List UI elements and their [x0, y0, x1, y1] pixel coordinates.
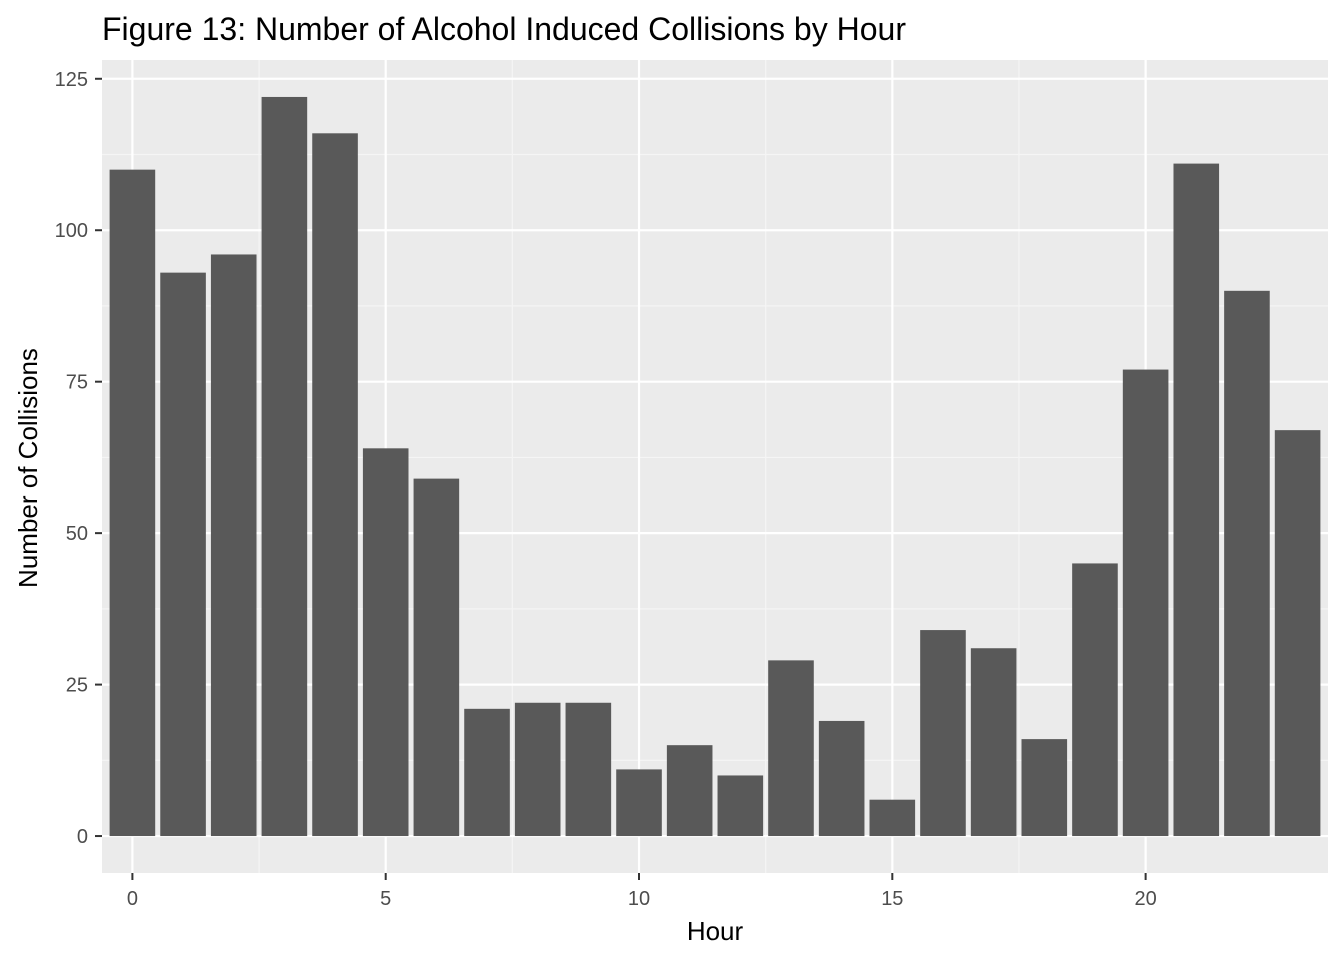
bar-hour-22	[1224, 290, 1270, 837]
bar-hour-23	[1274, 430, 1321, 837]
bar-hour-11	[666, 745, 713, 837]
x-tick-label: 0	[127, 888, 138, 910]
bar-hour-6	[413, 478, 460, 837]
bar-hour-4	[312, 133, 358, 837]
x-tick-label: 15	[881, 888, 903, 910]
y-tick-label: 25	[66, 675, 88, 697]
bar-hour-7	[464, 708, 510, 837]
bars	[109, 96, 1321, 837]
bar-hour-20	[1122, 369, 1169, 837]
bar-hour-12	[717, 775, 764, 837]
x-tick-label: 5	[380, 888, 391, 910]
x-axis-title: Hour	[687, 916, 744, 946]
bar-hour-16	[920, 630, 966, 837]
bar-hour-5	[362, 448, 409, 837]
x-tick-label: 20	[1134, 888, 1156, 910]
bar-hour-3	[261, 96, 308, 837]
x-tick-label: 10	[628, 888, 650, 910]
chart-title: Figure 13: Number of Alcohol Induced Col…	[102, 11, 906, 47]
bar-hour-8	[514, 702, 561, 837]
bar-hour-15	[869, 799, 916, 837]
bar-hour-21	[1173, 163, 1220, 837]
bar-hour-13	[768, 660, 814, 837]
bar-hour-10	[616, 769, 662, 837]
y-tick-label: 0	[77, 826, 88, 848]
y-tick-label: 50	[66, 523, 88, 545]
bar-hour-1	[160, 272, 206, 837]
y-tick-label: 75	[66, 372, 88, 394]
y-tick-label: 125	[55, 69, 88, 91]
y-axis-title: Number of Collisions	[13, 348, 43, 588]
bar-hour-17	[970, 648, 1017, 837]
bar-hour-2	[210, 254, 257, 837]
y-axis: 0 25 50 75 100 125	[55, 69, 102, 848]
bar-hour-19	[1072, 563, 1118, 837]
bar-hour-9	[565, 702, 612, 837]
x-axis: 0 5 10 15 20	[127, 873, 1157, 910]
bar-hour-0	[109, 169, 156, 837]
y-tick-label: 100	[55, 220, 88, 242]
bar-hour-18	[1021, 739, 1068, 837]
bar-hour-14	[818, 720, 865, 837]
